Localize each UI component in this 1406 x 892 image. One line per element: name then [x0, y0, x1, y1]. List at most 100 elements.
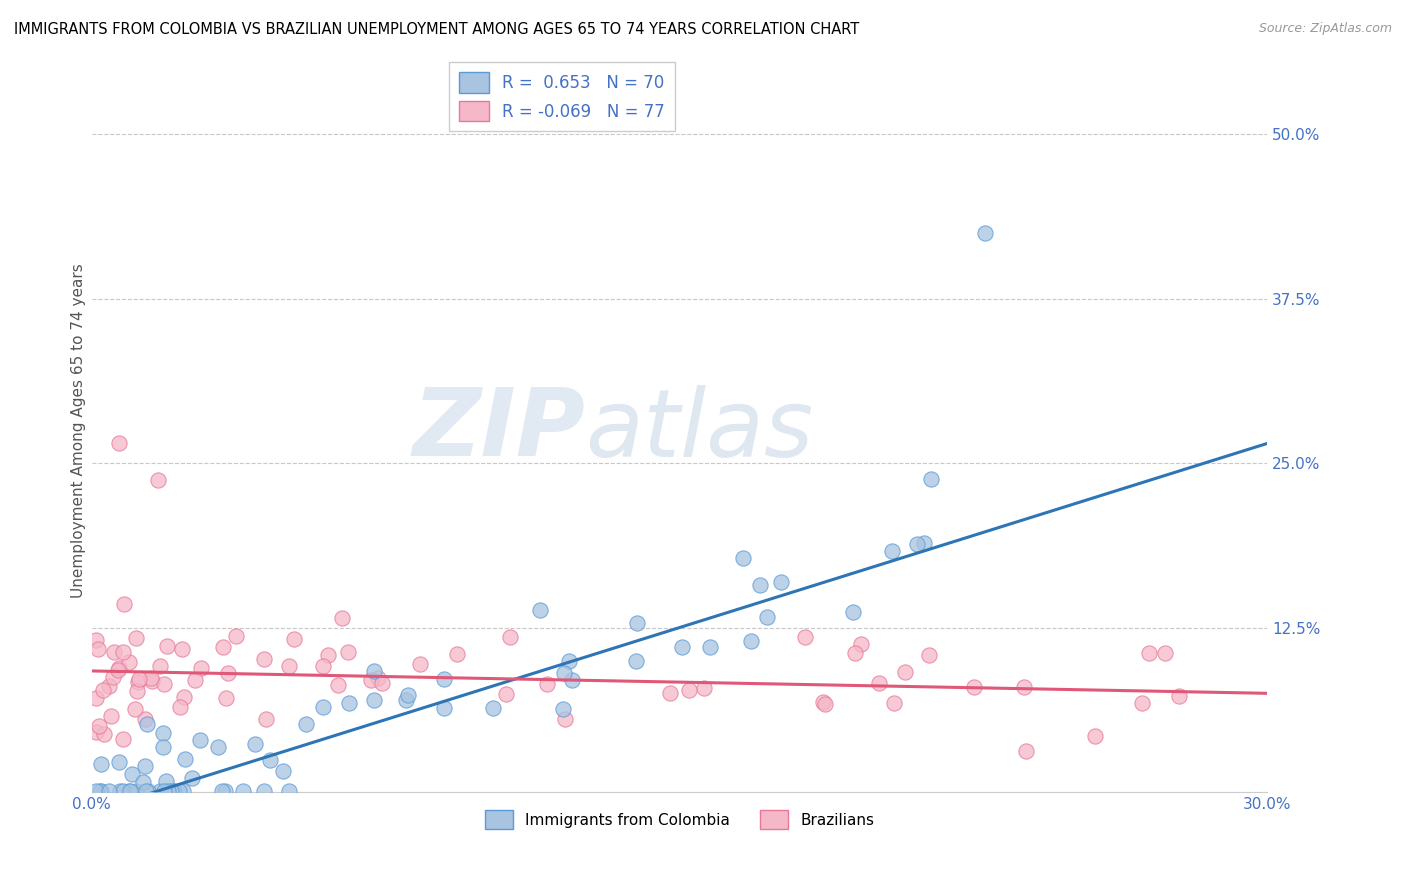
Point: [326, 678, 349, 692]
Point: [91, 683, 114, 698]
Point: [117, 783, 139, 797]
Point: [108, 660, 131, 674]
Point: [409, 657, 432, 672]
Point: [149, 783, 172, 797]
Point: [107, 663, 129, 677]
Point: [499, 630, 522, 644]
Point: [905, 537, 928, 551]
Point: [152, 726, 174, 740]
Point: [433, 701, 456, 715]
Point: [211, 783, 233, 797]
Point: [868, 675, 890, 690]
Point: [332, 611, 354, 625]
Point: [558, 654, 581, 668]
Point: [770, 574, 793, 589]
Point: [127, 675, 149, 690]
Point: [254, 712, 277, 726]
Legend: Immigrants from Colombia, Brazilians: Immigrants from Colombia, Brazilians: [479, 804, 880, 835]
Point: [271, 764, 294, 778]
Point: [1012, 680, 1035, 694]
Point: [183, 673, 205, 688]
Point: [232, 783, 254, 797]
Point: [253, 783, 276, 797]
Point: [624, 654, 647, 668]
Point: [1137, 647, 1160, 661]
Point: [731, 550, 754, 565]
Point: [103, 645, 125, 659]
Point: [169, 699, 191, 714]
Point: [90, 783, 112, 797]
Point: [84, 783, 107, 797]
Point: [561, 673, 583, 688]
Point: [160, 783, 183, 797]
Point: [167, 783, 190, 797]
Point: [312, 700, 335, 714]
Point: [974, 226, 997, 240]
Point: [433, 672, 456, 686]
Point: [89, 783, 111, 797]
Point: [1154, 646, 1177, 660]
Point: [294, 716, 316, 731]
Point: [157, 783, 180, 797]
Point: [671, 640, 693, 655]
Point: [108, 783, 131, 797]
Point: [214, 783, 236, 797]
Point: [172, 783, 194, 797]
Point: [90, 756, 112, 771]
Text: Source: ZipAtlas.com: Source: ZipAtlas.com: [1258, 22, 1392, 36]
Point: [529, 602, 551, 616]
Point: [111, 783, 134, 797]
Point: [814, 698, 837, 712]
Point: [283, 632, 305, 647]
Text: ZIP: ZIP: [412, 384, 585, 476]
Point: [360, 673, 382, 687]
Point: [214, 690, 236, 705]
Point: [84, 725, 107, 739]
Point: [312, 659, 335, 673]
Point: [318, 648, 340, 662]
Point: [918, 648, 941, 662]
Point: [962, 680, 984, 694]
Point: [101, 670, 124, 684]
Point: [225, 629, 247, 643]
Point: [93, 727, 115, 741]
Point: [112, 597, 135, 611]
Point: [84, 633, 107, 648]
Point: [174, 752, 197, 766]
Point: [118, 783, 141, 797]
Point: [337, 696, 360, 710]
Y-axis label: Unemployment Among Ages 65 to 74 years: Unemployment Among Ages 65 to 74 years: [72, 263, 86, 598]
Point: [112, 645, 135, 659]
Point: [128, 672, 150, 686]
Point: [153, 677, 176, 691]
Point: [124, 702, 146, 716]
Point: [211, 640, 233, 654]
Point: [794, 630, 817, 644]
Point: [749, 577, 772, 591]
Point: [883, 696, 905, 710]
Point: [84, 690, 107, 705]
Point: [141, 673, 163, 688]
Point: [153, 783, 176, 797]
Point: [132, 774, 155, 789]
Point: [121, 767, 143, 781]
Point: [173, 690, 195, 705]
Point: [740, 634, 762, 648]
Point: [336, 645, 359, 659]
Point: [243, 737, 266, 751]
Point: [551, 702, 574, 716]
Point: [1167, 689, 1189, 703]
Point: [148, 473, 170, 487]
Point: [188, 732, 211, 747]
Point: [554, 712, 576, 726]
Point: [87, 719, 110, 733]
Point: [162, 783, 184, 797]
Point: [277, 783, 299, 797]
Point: [108, 436, 131, 450]
Point: [125, 783, 148, 797]
Point: [851, 637, 873, 651]
Point: [626, 615, 648, 630]
Point: [134, 758, 156, 772]
Point: [217, 665, 239, 680]
Point: [755, 610, 778, 624]
